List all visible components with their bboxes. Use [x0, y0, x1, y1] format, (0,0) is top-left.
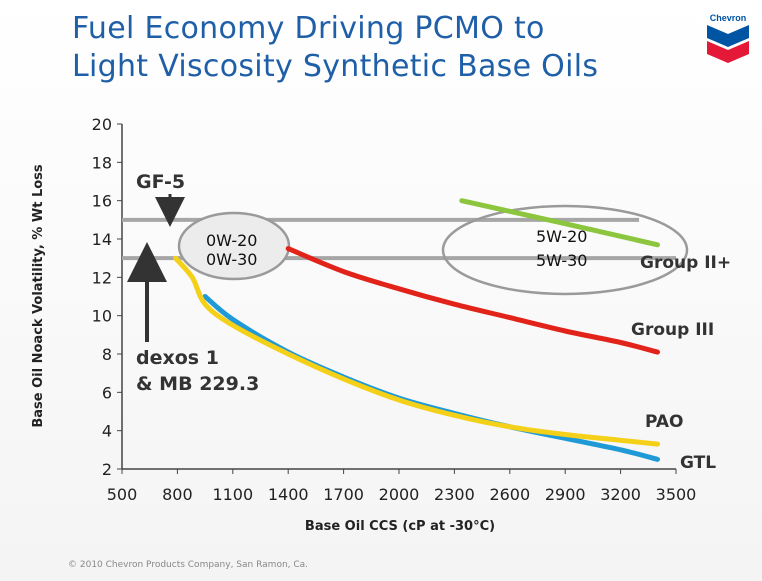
- gf5-label: GF-5: [136, 171, 185, 193]
- x-tick-label: 2300: [434, 485, 475, 504]
- y-axis-title: Base Oil Noack Volatility, % Wt Loss: [31, 164, 46, 428]
- y-tick-label: 20: [92, 115, 112, 134]
- series-label-group-iii: Group III: [631, 320, 714, 340]
- x-tick-labels: 500 800 1100 1400 1700 2000 2300 2600 2900 3200 35…: [107, 469, 697, 504]
- logo-wordmark: Chevron: [710, 13, 747, 23]
- x-tick-label: 1400: [268, 485, 309, 504]
- chevron-logo: Chevron: [703, 10, 753, 65]
- series-line-group-iii: [285, 246, 660, 355]
- grade-5w30: 5W-30: [536, 251, 587, 270]
- series-line-pao: [173, 255, 660, 447]
- y-tick-labels: 2 4 6 8 10 12 14 16 18 20: [92, 115, 122, 479]
- y-tick-label: 14: [92, 230, 112, 249]
- y-tick-label: 12: [92, 268, 112, 287]
- y-tick-label: 8: [102, 345, 112, 364]
- series-label-gtl: GTL: [680, 453, 716, 473]
- x-tick-label: 2900: [545, 485, 586, 504]
- slide-title: Fuel Economy Driving PCMO to Light Visco…: [72, 10, 672, 86]
- logo-chevron-blue: [707, 25, 749, 47]
- grade-0w30: 0W-30: [206, 250, 257, 269]
- ellipse-0w-grades: [177, 211, 291, 281]
- x-tick-label: 500: [107, 485, 138, 504]
- series-label-pao: PAO: [645, 412, 684, 432]
- title-line-2: Light Viscosity Synthetic Base Oils: [72, 49, 599, 84]
- series-layer: [173, 198, 660, 462]
- y-tick-label: 18: [92, 153, 112, 172]
- title-line-1: Fuel Economy Driving PCMO to: [72, 11, 545, 46]
- y-tick-label: 2: [102, 460, 112, 479]
- x-tick-label: 1100: [212, 485, 253, 504]
- dexos-label-line2: & MB 229.3: [136, 373, 259, 395]
- y-tick-label: 6: [102, 383, 112, 402]
- dexos-label-line1: dexos 1: [136, 347, 219, 369]
- copyright-footer: © 2010 Chevron Products Company, San Ram…: [68, 560, 309, 570]
- x-tick-label: 2600: [489, 485, 530, 504]
- ellipse-5w-grades: [441, 204, 689, 296]
- y-tick-label: 10: [92, 307, 112, 326]
- x-axis-title: Base Oil CCS (cP at -30°C): [305, 519, 495, 534]
- grade-0w20: 0W-20: [206, 231, 257, 250]
- series-label-group-ii-plus: Group II+: [640, 253, 731, 273]
- grade-5w20: 5W-20: [536, 227, 587, 246]
- y-tick-label: 4: [102, 422, 112, 441]
- x-tick-label: 2000: [379, 485, 420, 504]
- x-tick-label: 1700: [323, 485, 364, 504]
- x-tick-label: 3500: [656, 485, 697, 504]
- series-line-group-ii-: [459, 198, 660, 248]
- x-tick-label: 800: [162, 485, 193, 504]
- y-tick-label: 16: [92, 192, 112, 211]
- x-tick-label: 3200: [600, 485, 641, 504]
- logo-chevron-red: [707, 41, 749, 63]
